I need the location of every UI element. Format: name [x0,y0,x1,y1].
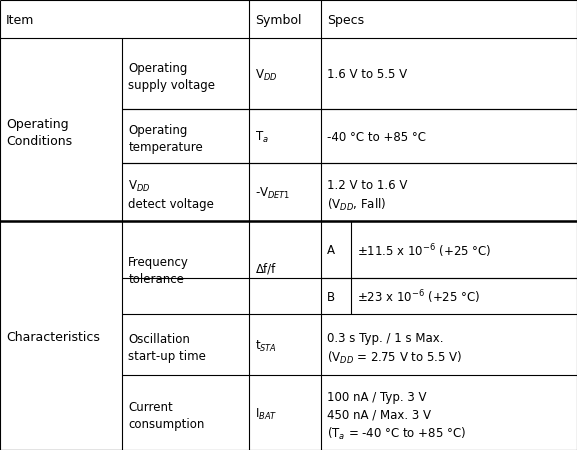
Text: Δf/f: Δf/f [256,262,276,275]
Text: Characteristics: Characteristics [6,331,100,344]
Text: V$_{DD}$
detect voltage: V$_{DD}$ detect voltage [128,179,214,212]
Text: Current
consumption: Current consumption [128,401,205,431]
Text: V$_{DD}$: V$_{DD}$ [256,68,278,83]
Text: 1.2 V to 1.6 V
(V$_{DD}$, Fall): 1.2 V to 1.6 V (V$_{DD}$, Fall) [327,180,407,213]
Text: t$_{STA}$: t$_{STA}$ [256,339,278,354]
Text: -V$_{DET1}$: -V$_{DET1}$ [256,186,291,202]
Text: -40 °C to +85 °C: -40 °C to +85 °C [327,130,426,144]
Text: Specs: Specs [327,14,364,27]
Text: Operating
temperature: Operating temperature [128,124,203,154]
Text: Operating
Conditions: Operating Conditions [6,118,72,148]
Text: ±11.5 x 10$^{-6}$ (+25 °C): ±11.5 x 10$^{-6}$ (+25 °C) [357,243,492,260]
Text: Oscillation
start-up time: Oscillation start-up time [128,333,206,363]
Text: Symbol: Symbol [256,14,302,27]
Text: 100 nA / Typ. 3 V
450 nA / Max. 3 V
(T$_{a}$ = -40 °C to +85 °C): 100 nA / Typ. 3 V 450 nA / Max. 3 V (T$_… [327,392,466,442]
Text: I$_{BAT}$: I$_{BAT}$ [256,407,278,422]
Text: Operating
supply voltage: Operating supply voltage [128,62,215,92]
Text: A: A [327,244,335,257]
Text: T$_{a}$: T$_{a}$ [256,130,269,145]
Text: B: B [327,291,335,304]
Text: Item: Item [6,14,35,27]
Text: Frequency
tolerance: Frequency tolerance [128,256,189,286]
Text: 1.6 V to 5.5 V: 1.6 V to 5.5 V [327,68,407,81]
Text: 0.3 s Typ. / 1 s Max.
(V$_{DD}$ = 2.75 V to 5.5 V): 0.3 s Typ. / 1 s Max. (V$_{DD}$ = 2.75 V… [327,332,462,366]
Text: ±23 x 10$^{-6}$ (+25 °C): ±23 x 10$^{-6}$ (+25 °C) [357,289,481,306]
